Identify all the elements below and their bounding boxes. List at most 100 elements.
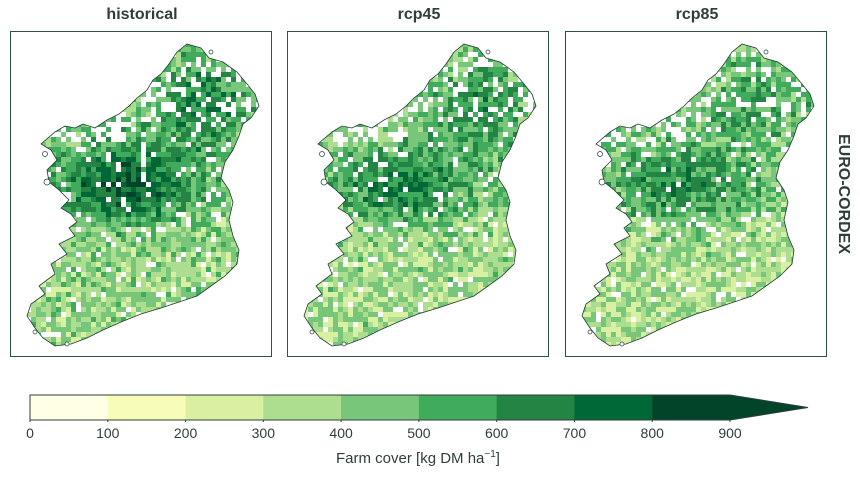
raster-cell — [251, 332, 256, 337]
raster-cell — [141, 162, 146, 167]
raster-cell — [423, 162, 428, 167]
raster-cell — [136, 287, 141, 292]
raster-cell — [246, 152, 251, 157]
raster-cell — [91, 307, 96, 312]
raster-cell — [241, 237, 246, 242]
raster-cell — [458, 47, 463, 52]
raster-cell — [261, 252, 266, 257]
raster-cell — [136, 137, 141, 142]
raster-cell — [131, 62, 136, 67]
raster-cell — [236, 332, 241, 337]
raster-cell — [31, 182, 36, 187]
raster-cell — [96, 77, 101, 82]
raster-cell — [151, 307, 156, 312]
raster-cell — [71, 197, 76, 202]
raster-cell — [171, 212, 176, 217]
raster-cell — [101, 307, 106, 312]
raster-cell — [266, 122, 271, 127]
raster-cell — [433, 127, 438, 132]
raster-cell — [533, 44, 536, 47]
raster-cell — [96, 97, 101, 102]
raster-cell — [161, 212, 166, 217]
raster-cell — [328, 57, 333, 62]
raster-cell — [27, 322, 31, 327]
raster-cell — [483, 132, 488, 137]
raster-cell — [523, 102, 528, 107]
raster-cell — [513, 92, 518, 97]
raster-cell — [101, 247, 106, 252]
raster-cell — [498, 162, 503, 167]
raster-cell — [46, 102, 51, 107]
raster-cell — [91, 37, 96, 42]
raster-cell — [176, 167, 181, 172]
raster-cell — [201, 137, 206, 142]
raster-cell — [186, 327, 191, 332]
raster-cell — [241, 117, 246, 122]
raster-cell — [21, 82, 26, 87]
raster-cell — [81, 317, 86, 322]
raster-cell — [151, 82, 156, 87]
raster-cell — [111, 162, 116, 167]
raster-cell — [403, 44, 408, 47]
raster-cell — [503, 44, 508, 47]
raster-cell — [176, 227, 181, 232]
raster-cell — [11, 32, 16, 37]
raster-cell — [191, 337, 196, 342]
raster-cell — [256, 207, 259, 212]
raster-cell — [176, 197, 181, 202]
raster-cell — [343, 57, 348, 62]
raster-cell — [206, 257, 211, 262]
raster-cell — [353, 162, 358, 167]
raster-cell — [206, 352, 211, 356]
raster-cell — [328, 52, 333, 57]
raster-cell — [121, 117, 126, 122]
raster-cell — [46, 167, 51, 172]
raster-cell — [438, 92, 443, 97]
raster-cell — [393, 67, 398, 72]
raster-cell — [146, 77, 151, 82]
raster-cell — [241, 62, 246, 67]
raster-cell — [438, 82, 443, 87]
raster-cell — [71, 67, 76, 72]
raster-cell — [328, 122, 333, 127]
raster-cell — [513, 47, 518, 52]
raster-cell — [171, 202, 176, 207]
raster-cell — [373, 157, 378, 162]
raster-cell — [111, 262, 116, 267]
raster-cell — [196, 152, 201, 157]
raster-cell — [448, 97, 453, 102]
raster-cell — [246, 332, 251, 337]
raster-cell — [201, 207, 206, 212]
raster-cell — [246, 347, 251, 352]
raster-cell — [308, 142, 313, 147]
raster-cell — [106, 152, 111, 157]
raster-cell — [176, 92, 181, 97]
raster-cell — [348, 57, 353, 62]
raster-cell — [266, 32, 271, 37]
raster-cell — [191, 137, 196, 142]
raster-cell — [226, 52, 231, 57]
raster-cell — [423, 177, 428, 182]
raster-cell — [126, 77, 131, 82]
raster-cell — [121, 247, 126, 252]
raster-cell — [473, 87, 478, 92]
raster-cell — [146, 252, 151, 257]
raster-cell — [116, 87, 121, 92]
raster-cell — [36, 142, 41, 147]
raster-cell — [393, 172, 398, 177]
raster-cell — [36, 352, 41, 356]
raster-cell — [266, 37, 271, 42]
raster-cell — [373, 72, 378, 77]
raster-cell — [246, 337, 251, 342]
raster-cell — [298, 122, 303, 127]
raster-cell — [106, 102, 111, 107]
raster-cell — [131, 247, 136, 252]
raster-cell — [251, 352, 256, 356]
raster-cell — [348, 117, 353, 122]
raster-cell — [131, 147, 136, 152]
raster-cell — [313, 87, 318, 92]
raster-cell — [36, 312, 41, 317]
raster-cell — [246, 92, 251, 97]
raster-cell — [468, 117, 473, 122]
raster-cell — [246, 147, 251, 152]
